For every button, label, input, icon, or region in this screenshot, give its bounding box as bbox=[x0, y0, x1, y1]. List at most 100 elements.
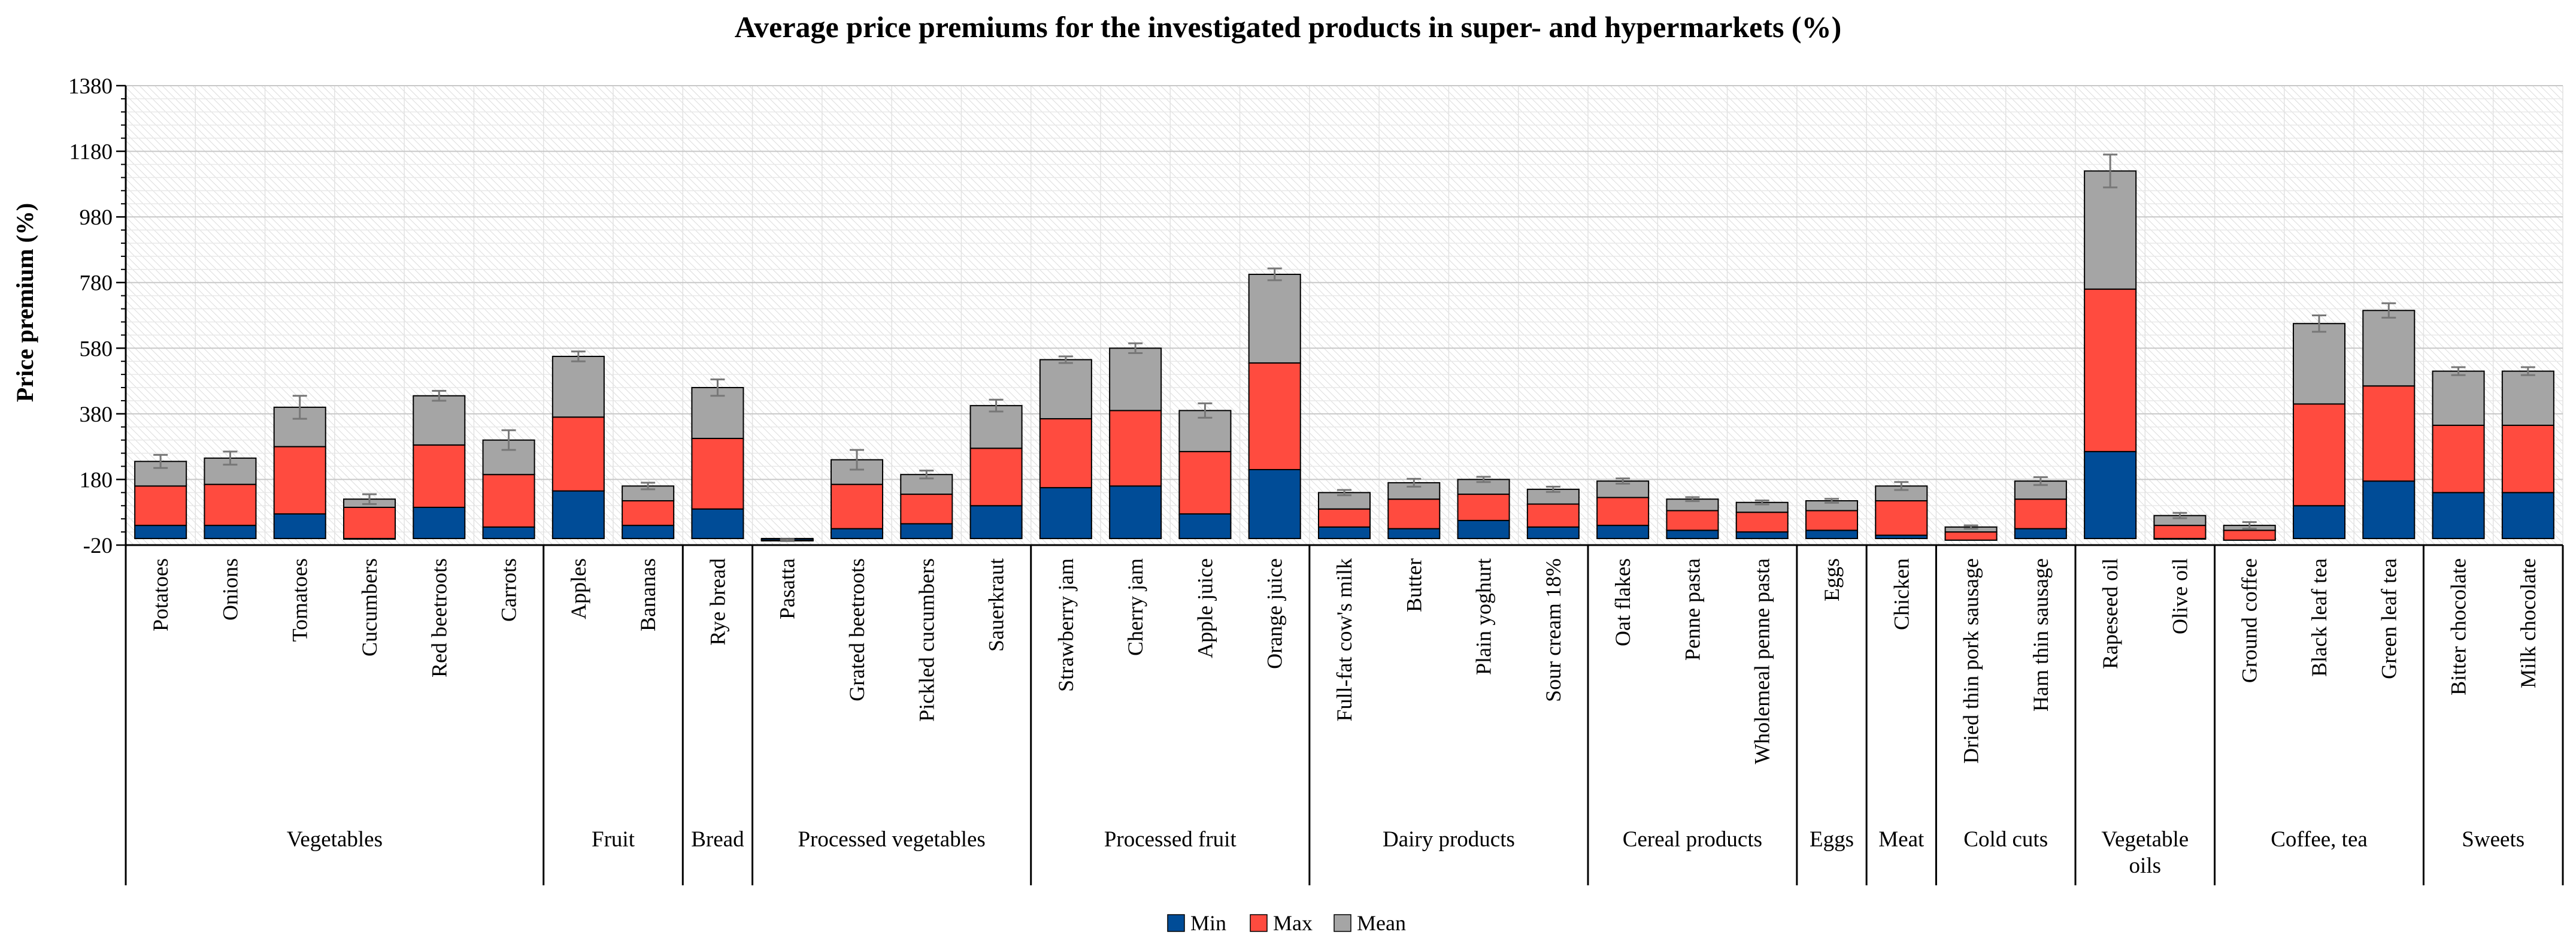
bar-max bbox=[1944, 531, 1998, 541]
bar-max bbox=[1039, 418, 1092, 489]
group-label: Cereal products bbox=[1623, 827, 1762, 852]
bar-min bbox=[1039, 487, 1092, 540]
bar-min bbox=[1248, 468, 1301, 540]
group-label: Dairy products bbox=[1383, 827, 1515, 852]
category-label: Cucumbers bbox=[357, 558, 381, 656]
bar-max bbox=[1735, 512, 1789, 533]
category-label: Bananas bbox=[636, 558, 660, 631]
bar-min bbox=[273, 513, 326, 540]
bar-max bbox=[1178, 450, 1232, 515]
category-label: Apple juice bbox=[1193, 558, 1217, 658]
group-label: Meat bbox=[1878, 827, 1925, 852]
bars bbox=[134, 153, 2554, 542]
group-label: Processed vegetables bbox=[798, 827, 985, 852]
y-tick-label: -20 bbox=[83, 534, 113, 558]
category-label: Wholemeal penne pasta bbox=[1750, 558, 1774, 764]
bar-max bbox=[2501, 425, 2554, 494]
bar-max bbox=[2292, 403, 2346, 507]
bar-mean bbox=[2084, 170, 2137, 290]
category-label: Oat flakes bbox=[1611, 558, 1635, 646]
legend-max-swatch bbox=[1250, 914, 1268, 932]
category-label: Penne pasta bbox=[1680, 558, 1704, 661]
bar-mean bbox=[2501, 370, 2554, 426]
y-tick-label: 1180 bbox=[69, 140, 113, 165]
bar-min bbox=[551, 490, 605, 540]
bar-max bbox=[1317, 508, 1371, 528]
bar-max bbox=[1248, 362, 1301, 470]
category-label: Sauerkraut bbox=[984, 558, 1008, 652]
bar-max bbox=[1387, 498, 1441, 530]
category-label: Pasatta bbox=[775, 558, 799, 619]
category-label: Tomatoes bbox=[288, 558, 312, 642]
category-label: Ground coffee bbox=[2238, 558, 2262, 683]
bar-min bbox=[2084, 450, 2137, 540]
bar-mean bbox=[1248, 274, 1301, 364]
bar-max bbox=[900, 494, 953, 525]
bar-min bbox=[1805, 530, 1859, 540]
category-label: Strawberry jam bbox=[1054, 558, 1078, 692]
bar-mean bbox=[2292, 323, 2346, 405]
bar-max bbox=[969, 447, 1023, 507]
group-label: Sweets bbox=[2462, 827, 2525, 852]
bar-max bbox=[1666, 510, 1719, 531]
category-label: Sour cream 18% bbox=[1541, 558, 1565, 702]
bar-max bbox=[2362, 385, 2416, 482]
category-label: Chicken bbox=[1889, 558, 1913, 630]
category-label: Orange juice bbox=[1263, 558, 1287, 669]
bar-max bbox=[1875, 500, 1928, 536]
bar-min bbox=[204, 525, 257, 540]
category-label: Red beetroots bbox=[427, 558, 451, 677]
bar-max bbox=[1109, 410, 1162, 487]
bar-max bbox=[830, 483, 884, 530]
group-label: Bread bbox=[691, 827, 744, 852]
bar-max bbox=[2432, 425, 2485, 494]
category-label: Pickled cucumbers bbox=[914, 558, 938, 722]
group-label: Eggs bbox=[1810, 827, 1854, 852]
group-label: Coffee, tea bbox=[2271, 827, 2368, 852]
group-label: Processed fruit bbox=[1104, 827, 1237, 852]
bar-mean bbox=[413, 395, 466, 446]
y-tick-label: 980 bbox=[80, 205, 113, 230]
bar-max bbox=[2153, 525, 2207, 540]
bar-min bbox=[1526, 526, 1580, 540]
bar-min bbox=[1387, 528, 1441, 540]
category-label: Eggs bbox=[1820, 558, 1844, 601]
bar-max bbox=[1457, 494, 1510, 521]
category-label: Ham thin sausage bbox=[2029, 558, 2053, 712]
group-labels: Vegetables Fruit Bread Processed vegetables… bbox=[287, 827, 2525, 878]
category-label: Potatoes bbox=[149, 558, 172, 631]
bar-max bbox=[551, 416, 605, 492]
category-label: Bitter chocolate bbox=[2447, 558, 2471, 695]
bar-max bbox=[622, 500, 675, 527]
bar-min bbox=[2292, 505, 2346, 540]
category-labels: Potatoes Onions Tomatoes Cucumbers Red beetr… bbox=[149, 558, 2540, 764]
chart-title: Average price premiums for the investiga… bbox=[735, 10, 1841, 44]
category-label: Dried thin pork sausage bbox=[1959, 558, 1983, 764]
bar-min bbox=[691, 508, 744, 540]
bar-min bbox=[1666, 530, 1719, 540]
bar-mean bbox=[1039, 359, 1092, 420]
category-label: Green leaf tea bbox=[2377, 558, 2401, 679]
bar-max bbox=[2223, 530, 2276, 541]
bar-max bbox=[134, 485, 187, 527]
legend-min-label: Min bbox=[1190, 911, 1226, 935]
category-label: Carrots bbox=[497, 558, 521, 622]
bar-max bbox=[343, 506, 396, 540]
bar-max bbox=[2084, 288, 2137, 452]
bar-min bbox=[482, 526, 535, 540]
legend-min-swatch bbox=[1167, 914, 1185, 932]
bar-min bbox=[2014, 528, 2067, 540]
bar-max bbox=[2014, 498, 2067, 530]
bar-min bbox=[1596, 525, 1650, 540]
bar-max bbox=[1596, 497, 1650, 527]
bar-min bbox=[1735, 531, 1789, 540]
axes: -20 180 380 580 780 980 1180 1380 bbox=[68, 74, 2564, 885]
category-label: Butter bbox=[1402, 558, 1426, 612]
legend-mean-swatch bbox=[1334, 914, 1351, 932]
group-label-line: oils bbox=[2129, 854, 2161, 878]
group-label: Vegetables bbox=[287, 827, 383, 852]
bar-max bbox=[1805, 510, 1859, 531]
bar-max bbox=[1526, 503, 1580, 528]
bar-max bbox=[691, 437, 744, 510]
